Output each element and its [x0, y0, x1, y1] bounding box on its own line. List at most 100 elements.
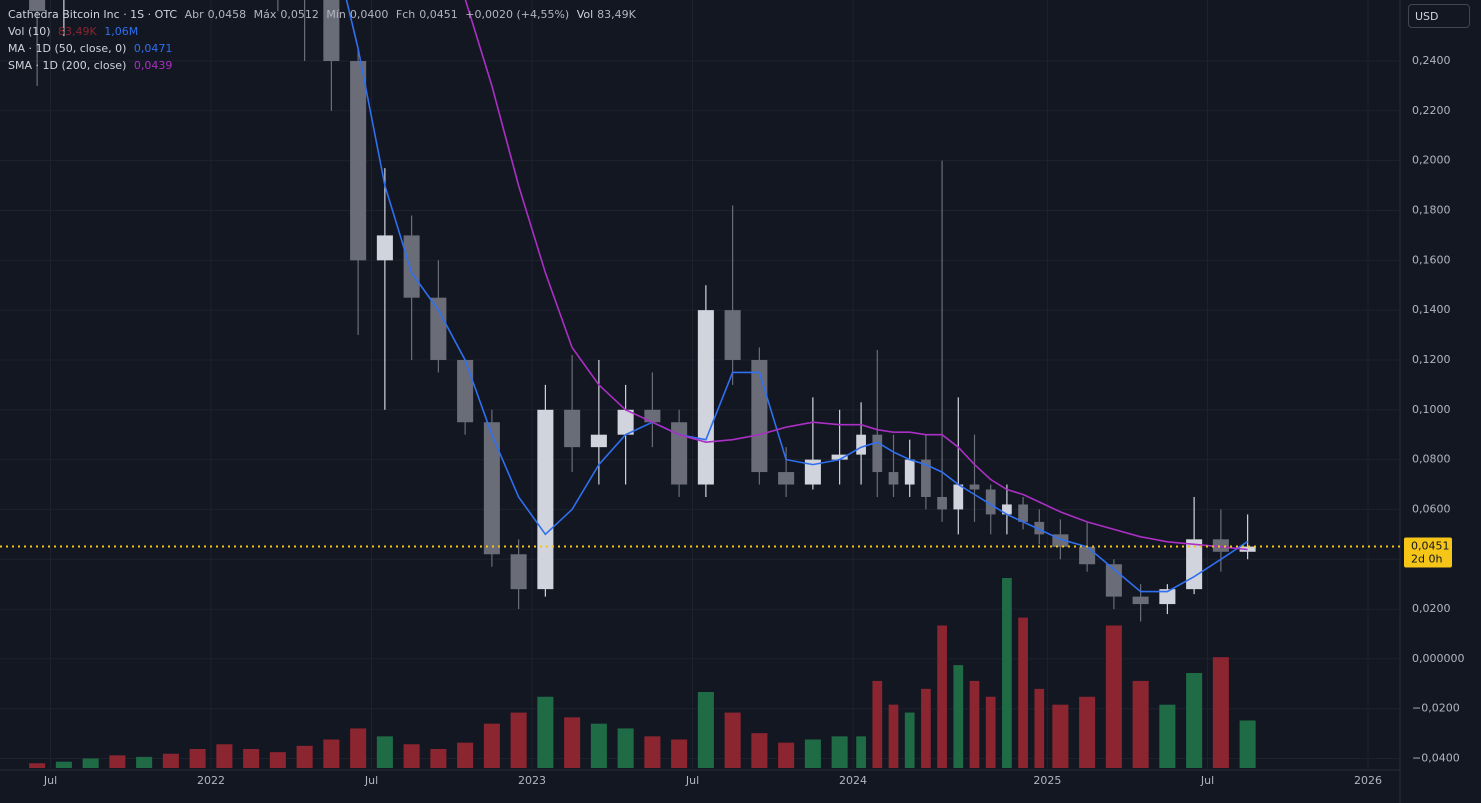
- volume-bar: [1132, 680, 1149, 768]
- volume-bar: [403, 744, 420, 768]
- x-tick-label: 2023: [518, 774, 546, 787]
- countdown-label: 2d 0h: [1411, 553, 1442, 566]
- candle-body: [953, 484, 964, 510]
- volume-bar: [1052, 704, 1069, 768]
- volume-bar: [243, 749, 260, 768]
- ma-value: 0,0471: [133, 42, 173, 55]
- candle-body: [831, 454, 848, 460]
- volume-bar: [1186, 673, 1203, 768]
- volume-bar: [969, 680, 980, 768]
- y-tick-label: −0,0200: [1412, 702, 1460, 715]
- volume-bar: [136, 756, 153, 768]
- candle-body: [29, 0, 46, 12]
- volume-bar: [937, 625, 947, 768]
- candle-body: [751, 359, 768, 473]
- y-tick-label: 0,0600: [1412, 502, 1451, 515]
- volume-bar: [323, 739, 340, 768]
- x-tick-label: 2022: [197, 774, 225, 787]
- candle-body: [350, 61, 367, 261]
- vol-ma-value: 1,06M: [104, 25, 139, 38]
- open-label: Abr: [184, 8, 204, 21]
- volume-bar: [831, 736, 848, 768]
- volume-bar: [671, 739, 688, 768]
- candle-body: [537, 409, 554, 590]
- volume-bar: [510, 712, 527, 768]
- candle-body: [1079, 546, 1096, 565]
- candle-body: [856, 434, 866, 455]
- candle-body: [872, 434, 883, 473]
- candle-body: [1034, 521, 1045, 535]
- volume-bar: [1018, 617, 1028, 768]
- candle-body: [590, 434, 607, 448]
- volume-bar: [953, 665, 964, 768]
- volume-bar: [564, 717, 581, 768]
- volume-bar: [376, 736, 393, 768]
- candles: [29, 0, 1256, 622]
- legend-main: Cathedra Bitcoin Inc · 1S · OTC Abr 0,045…: [8, 6, 640, 23]
- volume-bar: [921, 688, 931, 768]
- vol-label: Vol: [576, 8, 594, 21]
- volume-bar: [216, 744, 233, 768]
- volume-bar: [856, 736, 866, 768]
- x-tick-label: 2025: [1033, 774, 1061, 787]
- volume-bar: [55, 761, 72, 768]
- y-tick-label: 0,2000: [1412, 154, 1451, 167]
- volume-bar: [778, 742, 795, 768]
- candle-body: [457, 359, 474, 423]
- volume-bar: [724, 712, 741, 768]
- y-tick-label: 0,2200: [1412, 104, 1451, 117]
- sma-name: SMA · 1D (200, close): [8, 59, 127, 72]
- volume-bar: [457, 742, 474, 768]
- currency-button[interactable]: USD: [1408, 4, 1470, 28]
- candle-body: [1002, 504, 1012, 515]
- volume-bar: [29, 763, 46, 768]
- candle-body: [1132, 596, 1149, 605]
- volume-bar: [590, 723, 607, 768]
- price-tag-label: 0,0451: [1411, 540, 1450, 553]
- volume-bar: [537, 696, 554, 768]
- candle-body: [376, 235, 393, 261]
- candle-body: [937, 496, 947, 510]
- candle-body: [724, 310, 741, 360]
- open-value: 0,0458: [207, 8, 247, 21]
- volume-bar: [985, 696, 996, 768]
- volume-bar: [189, 749, 206, 768]
- x-tick-label: 2024: [839, 774, 867, 787]
- legend-sma200: SMA · 1D (200, close) 0,0439: [8, 57, 176, 74]
- candle-body: [804, 459, 821, 485]
- vol-value: 83,49K: [597, 8, 636, 21]
- close-label: Fch: [395, 8, 416, 21]
- x-tick-label: Jul: [364, 774, 378, 787]
- candle-body: [921, 459, 931, 497]
- candle-body: [671, 422, 688, 485]
- high-value: 0,0512: [280, 8, 319, 21]
- y-tick-label: −0,0400: [1412, 752, 1460, 765]
- candle-body: [1212, 539, 1229, 552]
- candle-body: [888, 472, 899, 485]
- close-value: 0,0451: [419, 8, 458, 21]
- candle-body: [697, 310, 714, 485]
- grid: [0, 0, 1400, 770]
- candle-body: [1186, 539, 1203, 590]
- vol-ma-name: Vol (10): [8, 25, 51, 38]
- volume-bar: [904, 712, 915, 768]
- y-tick-label: 0,1600: [1412, 253, 1451, 266]
- volume-bar: [1105, 625, 1122, 768]
- volume-bar: [1002, 578, 1012, 768]
- candle-body: [430, 297, 447, 360]
- x-tick-label: Jul: [685, 774, 699, 787]
- volume-bar: [872, 680, 883, 768]
- volume-bar: [82, 758, 99, 768]
- x-tick-label: Jul: [1200, 774, 1214, 787]
- volume-bar: [350, 728, 367, 768]
- candle-body: [985, 489, 996, 515]
- candle-body: [969, 484, 980, 490]
- candle-body: [403, 235, 420, 298]
- change: +0,0020 (+4,55%): [465, 8, 570, 21]
- y-tick-label: 0,1400: [1412, 303, 1451, 316]
- volume-bar: [1079, 696, 1096, 768]
- candle-body: [617, 409, 634, 435]
- volume-pane: [29, 578, 1256, 768]
- symbol: Cathedra Bitcoin Inc · 1S · OTC: [8, 8, 178, 21]
